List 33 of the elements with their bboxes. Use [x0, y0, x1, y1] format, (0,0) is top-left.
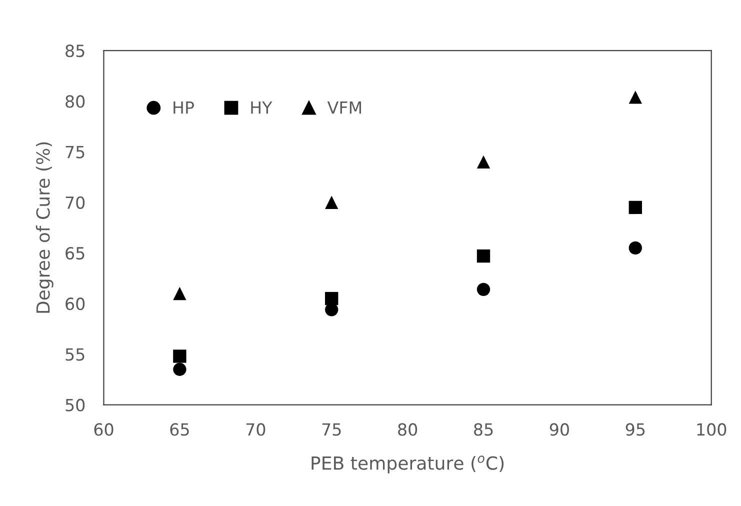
x-tick-label: 75	[322, 423, 341, 436]
point	[476, 249, 490, 263]
legend-label: VFM	[327, 102, 362, 114]
x-tick-label: 60	[94, 423, 114, 436]
y-tick-label: 60	[66, 298, 85, 310]
y-tick-label: 80	[66, 95, 85, 108]
point	[476, 155, 490, 169]
y-tick-label: 85	[66, 44, 84, 58]
y-tick-label: 70	[66, 196, 85, 209]
y-tick-label: 65	[66, 246, 84, 260]
x-tick-label: 85	[474, 423, 493, 436]
point	[628, 90, 642, 104]
x-axis-title: PEB temperature ($^{o}$C)	[312, 456, 504, 474]
point	[325, 292, 338, 306]
x-tick-label: 80	[398, 423, 418, 436]
point	[173, 362, 186, 376]
legend-label: HY	[251, 102, 272, 114]
point	[173, 286, 186, 300]
legend-label: HP	[174, 102, 194, 114]
point	[476, 282, 490, 296]
y-tick-label: 75	[66, 146, 84, 158]
x-tick-label: 90	[550, 423, 569, 436]
y-tick-label: 50	[66, 398, 85, 412]
point	[325, 196, 338, 209]
x-tick-label: 95	[626, 423, 645, 436]
point	[628, 200, 642, 214]
x-tick-label: 65	[170, 423, 189, 436]
x-tick-label: 100	[697, 423, 726, 436]
x-tick-label: 70	[246, 423, 266, 436]
point	[628, 241, 642, 255]
y-tick-label: 55	[66, 348, 84, 361]
y-axis-title: Degree of Cure (%)	[36, 142, 54, 313]
point	[173, 350, 186, 363]
